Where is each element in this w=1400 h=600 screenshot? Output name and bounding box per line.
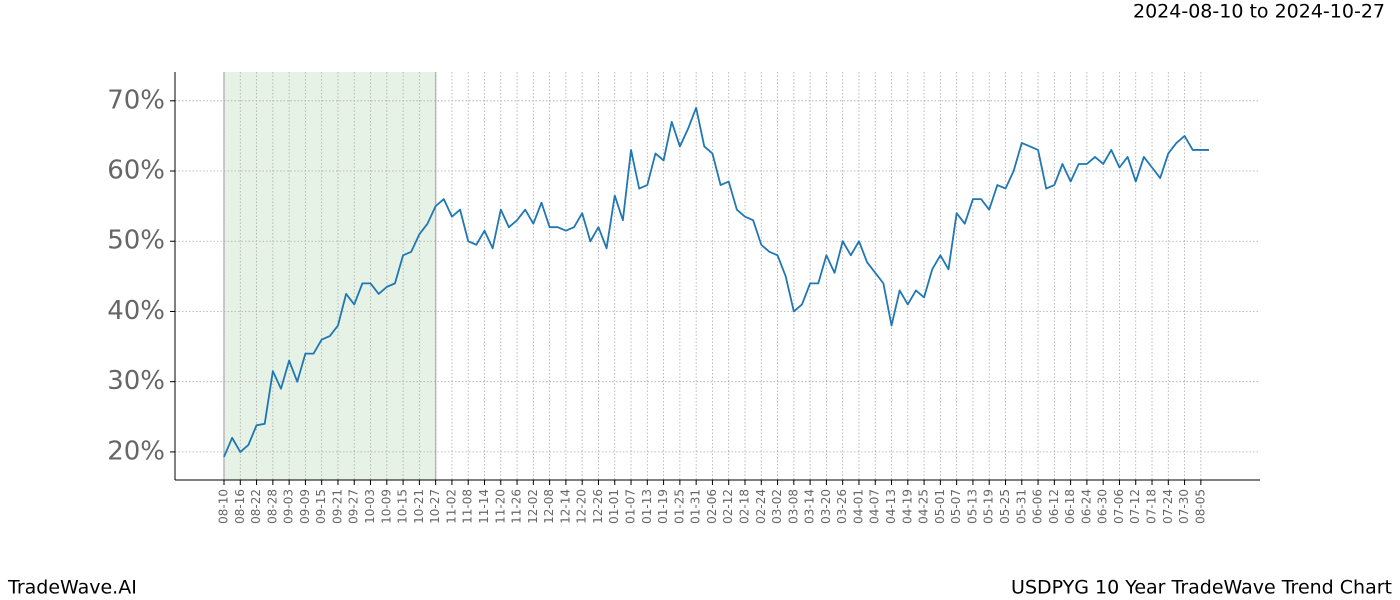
x-tick-label: 02-24 (754, 489, 768, 524)
x-tick-label: 01-31 (689, 489, 703, 524)
y-tick-label: 50% (107, 226, 165, 256)
y-tick-label: 20% (107, 436, 165, 466)
y-tick-label: 70% (107, 85, 165, 115)
x-tick-label: 03-14 (803, 489, 817, 524)
x-tick-label: 04-25 (917, 489, 931, 524)
x-tick-label: 12-02 (526, 489, 540, 524)
x-tick-label: 10-21 (412, 489, 426, 524)
x-tick-label: 07-30 (1177, 489, 1191, 524)
footer-left: TradeWave.AI (7, 577, 137, 599)
x-tick-label: 04-13 (884, 489, 898, 524)
x-tick-label: 04-01 (851, 489, 865, 524)
x-tick-label: 05-01 (933, 489, 947, 524)
chart-subtitle: 2024-08-10 to 2024-10-27 (1133, 1, 1385, 23)
x-tick-label: 08-05 (1193, 489, 1207, 524)
x-tick-label: 05-19 (982, 489, 996, 524)
x-tick-label: 01-13 (640, 489, 654, 524)
x-tick-label: 11-02 (444, 489, 458, 524)
x-tick-label: 11-26 (510, 489, 524, 524)
x-tick-label: 07-12 (1128, 489, 1142, 524)
y-tick-label: 30% (107, 366, 165, 396)
x-tick-label: 02-12 (721, 489, 735, 524)
x-tick-label: 05-25 (998, 489, 1012, 524)
x-tick-label: 10-15 (396, 489, 410, 524)
x-tick-label: 06-12 (1047, 489, 1061, 524)
x-tick-label: 01-19 (656, 489, 670, 524)
x-tick-label: 12-20 (575, 489, 589, 524)
x-tick-label: 10-09 (379, 489, 393, 524)
x-tick-label: 04-07 (868, 489, 882, 524)
x-tick-label: 01-25 (672, 489, 686, 524)
x-tick-label: 01-07 (624, 489, 638, 524)
x-tick-label: 01-01 (607, 489, 621, 524)
footer-right: USDPYG 10 Year TradeWave Trend Chart (1011, 577, 1392, 599)
x-tick-label: 02-06 (705, 489, 719, 524)
x-tick-label: 06-06 (1031, 489, 1045, 524)
x-tick-label: 11-08 (461, 489, 475, 524)
x-tick-label: 10-27 (428, 489, 442, 524)
x-tick-label: 10-03 (363, 489, 377, 524)
x-tick-label: 03-08 (786, 489, 800, 524)
x-tick-label: 08-10 (217, 489, 231, 524)
x-tick-label: 03-20 (819, 489, 833, 524)
x-tick-label: 02-18 (737, 489, 751, 524)
x-tick-label: 03-02 (770, 489, 784, 524)
x-tick-label: 06-18 (1063, 489, 1077, 524)
x-tick-label: 04-19 (900, 489, 914, 524)
x-tick-label: 09-09 (298, 489, 312, 524)
x-tick-label: 07-06 (1112, 489, 1126, 524)
highlight-region (224, 72, 436, 480)
x-tick-label: 09-27 (347, 489, 361, 524)
x-tick-label: 05-13 (965, 489, 979, 524)
x-tick-label: 11-20 (493, 489, 507, 524)
y-tick-label: 40% (107, 296, 165, 326)
x-tick-label: 08-28 (265, 489, 279, 524)
x-tick-label: 08-16 (233, 489, 247, 524)
y-tick-label: 60% (107, 156, 165, 186)
x-tick-label: 06-24 (1079, 489, 1093, 524)
x-tick-label: 11-14 (477, 489, 491, 524)
x-tick-label: 06-30 (1096, 489, 1110, 524)
x-tick-label: 12-26 (591, 489, 605, 524)
x-tick-label: 07-24 (1161, 489, 1175, 524)
x-tick-label: 12-08 (542, 489, 556, 524)
x-tick-label: 07-18 (1145, 489, 1159, 524)
x-tick-label: 09-03 (282, 489, 296, 524)
x-tick-label: 12-14 (558, 489, 572, 524)
x-tick-label: 08-22 (249, 489, 263, 524)
x-tick-label: 09-21 (330, 489, 344, 524)
x-tick-label: 05-07 (949, 489, 963, 524)
x-tick-label: 03-26 (835, 489, 849, 524)
x-tick-label: 09-15 (314, 489, 328, 524)
trend-line (223, 106, 1209, 458)
x-tick-label: 05-31 (1014, 489, 1028, 524)
